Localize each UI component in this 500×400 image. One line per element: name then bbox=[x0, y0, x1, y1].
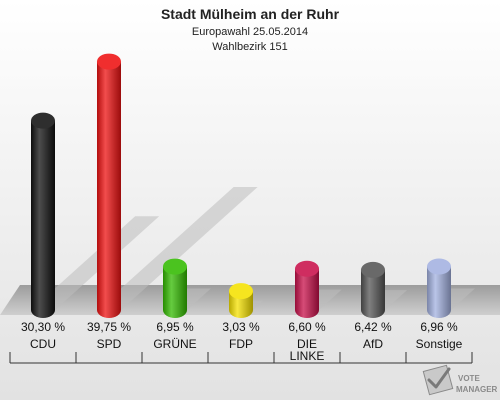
bar-cdu bbox=[31, 112, 55, 318]
value-labels-group: 30,30 % 39,75 % 6,95 % 3,03 % 6,60 % 6,42 % 6,… bbox=[21, 320, 458, 334]
logo-text-manager: MANAGER bbox=[456, 385, 498, 394]
category-label: DIE bbox=[297, 337, 317, 351]
bar-afd bbox=[361, 261, 385, 318]
category-label: SPD bbox=[97, 337, 122, 351]
bar-top bbox=[163, 258, 187, 275]
checkmark-icon bbox=[422, 364, 454, 396]
bar-top bbox=[295, 260, 319, 277]
bar-shadow bbox=[31, 216, 160, 310]
value-label: 30,30 % bbox=[21, 320, 65, 334]
chart-subtitle-election: Europawahl 25.05.2014 bbox=[192, 26, 308, 38]
bar-shadow bbox=[97, 187, 258, 310]
value-label: 6,42 % bbox=[354, 320, 392, 334]
bar-grüne bbox=[163, 258, 187, 318]
category-label: Sonstige bbox=[416, 337, 463, 351]
value-label: 6,60 % bbox=[288, 320, 326, 334]
bar-top bbox=[31, 112, 55, 129]
category-label: GRÜNE bbox=[153, 337, 196, 351]
bar-body bbox=[427, 266, 451, 318]
bar-die-linke bbox=[295, 260, 319, 318]
category-label: LINKE bbox=[290, 349, 325, 363]
bar-top bbox=[229, 283, 253, 300]
category-label: FDP bbox=[229, 337, 253, 351]
vote-manager-logo: VOTE MANAGER bbox=[422, 364, 498, 396]
value-label: 6,95 % bbox=[156, 320, 194, 334]
bar-top bbox=[427, 258, 451, 275]
bars-group bbox=[31, 53, 451, 318]
bar-top bbox=[361, 261, 385, 278]
chart-title: Stadt Mülheim an der Ruhr bbox=[161, 6, 340, 22]
chart-subtitle-district: Wahlbezirk 151 bbox=[212, 41, 287, 53]
bar-fdp bbox=[229, 283, 253, 318]
bar-body bbox=[295, 268, 319, 318]
bar-body bbox=[97, 61, 121, 318]
value-label: 3,03 % bbox=[222, 320, 260, 334]
bar-body bbox=[31, 120, 55, 318]
category-label: CDU bbox=[30, 337, 56, 351]
logo-text-vote: VOTE bbox=[458, 374, 480, 383]
bar-sonstige bbox=[427, 258, 451, 318]
value-label: 39,75 % bbox=[87, 320, 131, 334]
bar-body bbox=[163, 266, 187, 318]
category-label: AfD bbox=[363, 337, 383, 351]
bar-spd bbox=[97, 53, 121, 318]
bar-body bbox=[361, 269, 385, 318]
bar-top bbox=[97, 53, 121, 70]
value-label: 6,96 % bbox=[420, 320, 458, 334]
